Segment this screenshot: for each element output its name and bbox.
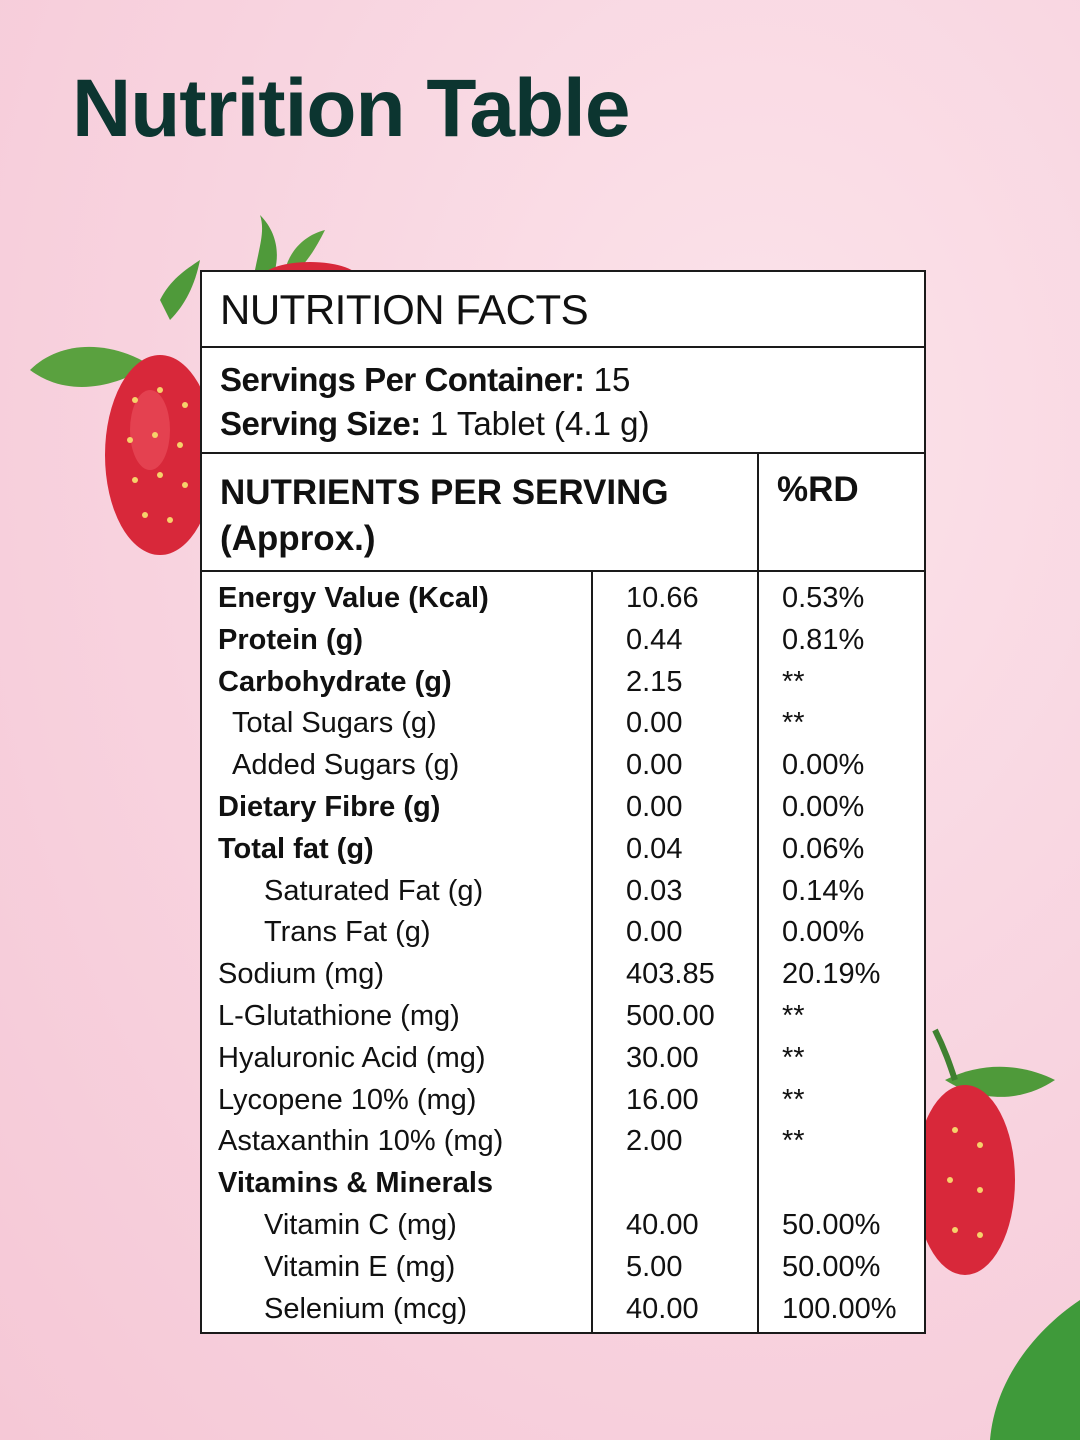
- nutrient-name: Total fat (g): [218, 832, 374, 865]
- table-row: Added Sugars (g) 0.00 0.00%: [202, 745, 924, 787]
- nutrient-value: 5.00: [626, 1250, 683, 1283]
- nutrient-rd: 0.00%: [782, 749, 865, 782]
- nutrient-name: Hyaluronic Acid (mg): [218, 1041, 486, 1074]
- serving-info: Servings Per Container: 15 Serving Size:…: [202, 348, 924, 454]
- nutrient-value: 40.00: [626, 1292, 699, 1325]
- table-row: Dietary Fibre (g) 0.00 0.00%: [202, 787, 924, 829]
- nutrient-name: Protein (g): [218, 623, 363, 656]
- nutrient-rd: 20.19%: [782, 958, 881, 991]
- nutrient-name: Energy Value (Kcal): [218, 582, 489, 614]
- table-row: Vitamin C (mg) 40.00 50.00%: [202, 1205, 924, 1247]
- nutrient-name: Added Sugars (g): [232, 749, 460, 782]
- table-row: Sodium (mg) 403.85 20.19%: [202, 954, 924, 996]
- nutrient-name: Vitamins & Minerals: [218, 1167, 494, 1200]
- serving-size: Serving Size: 1 Tablet (4.1 g): [220, 402, 906, 446]
- nutrient-value: 16.00: [626, 1083, 699, 1116]
- nutrient-name: Carbohydrate (g): [218, 665, 452, 698]
- nutrient-value: 2.15: [626, 665, 683, 698]
- table-row: Saturated Fat (g) 0.03 0.14%: [202, 871, 924, 913]
- nutrient-rd: 0.00%: [782, 790, 865, 823]
- strawberry-image-right: [925, 1028, 1055, 1275]
- column-divider-1: [591, 572, 593, 1334]
- nutrient-rd: 0.06%: [782, 832, 865, 865]
- servings-per-container-label: Servings Per Container:: [220, 361, 585, 398]
- table-row: Total Sugars (g) 0.00 **: [202, 703, 924, 745]
- nutrient-value: 10.66: [626, 582, 699, 614]
- nutrient-value: 0.00: [626, 707, 683, 740]
- table-row: Trans Fat (g) 0.00 0.00%: [202, 912, 924, 954]
- table-row: Vitamins & Minerals: [202, 1163, 924, 1205]
- table-row: L-Glutathione (mg) 500.00 **: [202, 996, 924, 1038]
- servings-per-container: Servings Per Container: 15: [220, 358, 906, 402]
- nutrient-rd: **: [782, 999, 805, 1032]
- nutrient-value: 40.00: [626, 1208, 699, 1241]
- nutrient-name: Vitamin E (mg): [264, 1250, 456, 1283]
- nutrient-rd: 50.00%: [782, 1250, 881, 1283]
- strawberry-image-left: [30, 260, 215, 555]
- nutrient-value: 30.00: [626, 1041, 699, 1074]
- serving-size-label: Serving Size:: [220, 405, 421, 442]
- nutrient-value: 0.00: [626, 749, 683, 782]
- nutrient-value: 0.44: [626, 623, 683, 656]
- nutrient-rd: **: [782, 707, 805, 740]
- nutrient-value: 403.85: [626, 958, 715, 991]
- nutrient-name: Total Sugars (g): [232, 707, 437, 740]
- nutrient-rd: 50.00%: [782, 1208, 881, 1241]
- nutrient-rd: **: [782, 1083, 805, 1116]
- table-row: Protein (g) 0.44 0.81%: [202, 620, 924, 662]
- table-row: Astaxanthin 10% (mg) 2.00 **: [202, 1121, 924, 1163]
- nutrition-facts-panel: NUTRITION FACTS Servings Per Container: …: [200, 270, 926, 1334]
- leaf-image: [990, 1300, 1080, 1440]
- nutrient-rd: 0.53%: [782, 582, 865, 614]
- nutrient-name: L-Glutathione (mg): [218, 999, 460, 1032]
- servings-per-container-value: 15: [584, 361, 631, 398]
- nutrient-rd: **: [782, 1041, 805, 1074]
- nutrient-name: Astaxanthin 10% (mg): [218, 1125, 504, 1158]
- nutrients-header-line2: (Approx.): [220, 519, 376, 558]
- page-title: Nutrition Table: [72, 63, 630, 154]
- rd-header: %RD: [777, 470, 859, 509]
- nutrient-name: Vitamin C (mg): [264, 1208, 457, 1241]
- table-row: Total fat (g) 0.04 0.06%: [202, 829, 924, 871]
- nutrients-header-line1: NUTRIENTS PER SERVING: [220, 473, 669, 512]
- nutrient-value: 0.03: [626, 874, 683, 907]
- nutrient-value: 2.00: [626, 1125, 683, 1158]
- nutrient-rd: 0.14%: [782, 874, 865, 907]
- nutrient-name: Lycopene 10% (mg): [218, 1083, 477, 1116]
- nutrient-rd: **: [782, 1125, 805, 1158]
- table-row: Vitamin E (mg) 5.00 50.00%: [202, 1247, 924, 1289]
- table-header: NUTRIENTS PER SERVING (Approx.) %RD: [202, 454, 924, 572]
- nutrient-value: 0.00: [626, 916, 683, 949]
- nutrient-rd: 100.00%: [782, 1292, 897, 1325]
- nutrient-value: 500.00: [626, 999, 715, 1032]
- nutrient-name: Sodium (mg): [218, 958, 384, 991]
- table-row: Carbohydrate (g) 2.15 **: [202, 662, 924, 704]
- nutrient-value: 0.04: [626, 832, 683, 865]
- table-row: Selenium (mcg) 40.00 100.00%: [202, 1289, 924, 1331]
- table-row: Energy Value (Kcal) 10.66 0.53%: [202, 578, 924, 620]
- nutrient-name: Selenium (mcg): [264, 1292, 468, 1325]
- column-divider-2: [757, 572, 759, 1334]
- facts-heading: NUTRITION FACTS: [202, 272, 924, 348]
- table-row: Hyaluronic Acid (mg) 30.00 **: [202, 1038, 924, 1080]
- nutrient-value: 0.00: [626, 790, 683, 823]
- serving-size-value: 1 Tablet (4.1 g): [420, 405, 650, 442]
- nutrients-header: NUTRIENTS PER SERVING (Approx.): [202, 454, 759, 570]
- table-row: Lycopene 10% (mg) 16.00 **: [202, 1080, 924, 1122]
- nutrient-name: Trans Fat (g): [264, 916, 431, 949]
- nutrient-name: Dietary Fibre (g): [218, 790, 441, 823]
- nutrient-rd: **: [782, 665, 805, 698]
- nutrient-name: Saturated Fat (g): [264, 874, 484, 907]
- nutrient-rd: 0.81%: [782, 623, 865, 656]
- nutrient-rows: Energy Value (Kcal) 10.66 0.53% Protein (g…: [202, 572, 924, 1334]
- nutrient-rd: 0.00%: [782, 916, 865, 949]
